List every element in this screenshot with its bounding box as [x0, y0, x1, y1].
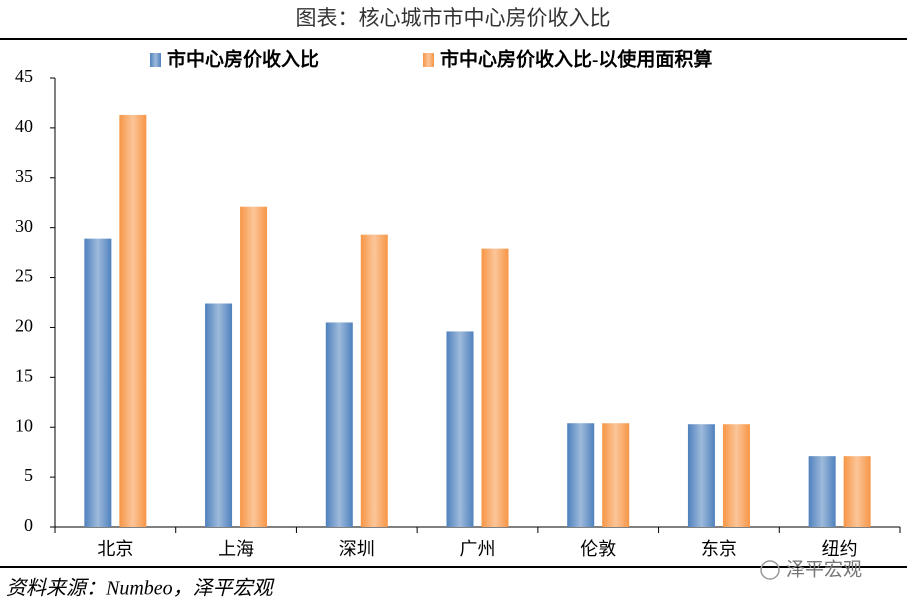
bar	[843, 456, 871, 527]
y-tick-label: 10	[15, 415, 33, 435]
y-tick-label: 35	[15, 166, 33, 186]
legend-label: 市中心房价收入比-以使用面积算	[440, 47, 712, 70]
legend-swatch	[423, 53, 434, 67]
bar	[481, 248, 509, 527]
source: 资料来源：Numbeo，泽平宏观	[6, 578, 275, 600]
legend-swatch	[150, 53, 161, 67]
x-tick-label: 深圳	[339, 539, 375, 559]
y-tick-label: 25	[15, 266, 33, 286]
bar	[360, 234, 388, 527]
bar	[240, 206, 268, 528]
bar	[602, 423, 630, 527]
bar	[808, 456, 836, 527]
bar	[325, 322, 353, 527]
x-tick-label: 纽约	[822, 539, 858, 559]
y-tick-label: 30	[15, 216, 33, 236]
x-tick-label: 上海	[218, 539, 254, 559]
bar	[687, 424, 715, 527]
y-tick-label: 15	[15, 365, 33, 385]
y-tick-label: 20	[15, 316, 33, 336]
bar	[205, 303, 233, 527]
x-tick-label: 东京	[701, 539, 737, 559]
x-tick-label: 伦敦	[580, 539, 616, 559]
bar	[446, 331, 474, 527]
y-tick-label: 45	[15, 66, 33, 86]
bar	[119, 114, 147, 527]
bar	[567, 423, 595, 527]
y-tick-label: 5	[24, 465, 33, 485]
bar	[722, 424, 750, 527]
x-tick-label: 北京	[97, 539, 133, 559]
watermark-icon	[760, 560, 780, 580]
watermark: 泽平宏观	[786, 559, 862, 581]
x-tick-label: 广州	[460, 539, 496, 559]
y-tick-label: 40	[15, 116, 33, 136]
chart-title: 图表：核心城市市中心房价收入比	[296, 6, 611, 30]
legend-label: 市中心房价收入比	[167, 47, 319, 70]
y-tick-label: 0	[24, 515, 33, 535]
bar	[84, 238, 112, 528]
